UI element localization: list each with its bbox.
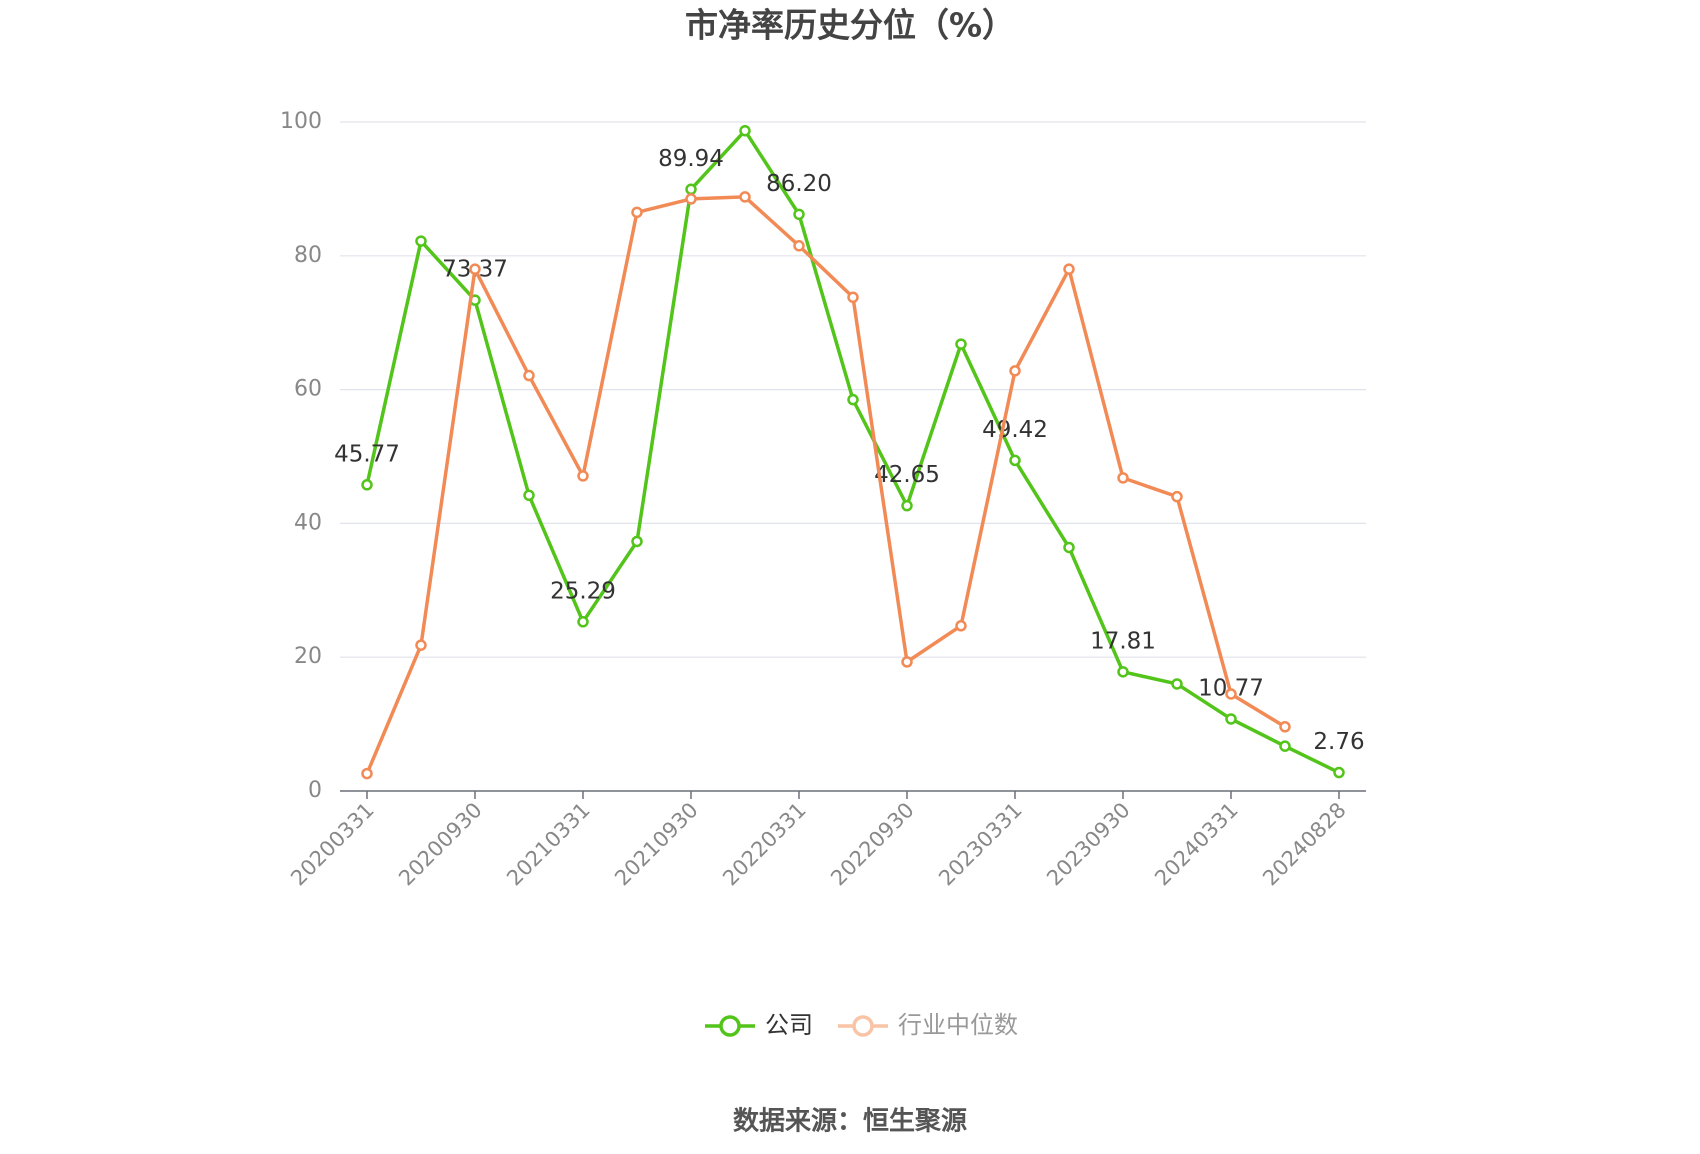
legend-swatch <box>852 1015 874 1037</box>
source-note: 数据来源：恒生聚源 <box>733 1107 967 1137</box>
data-point <box>1279 721 1291 733</box>
data-point <box>901 499 913 512</box>
data-point <box>685 183 697 196</box>
data-point <box>1225 688 1237 700</box>
data-label: 2.76 <box>1313 729 1364 755</box>
data-point <box>577 616 589 628</box>
data-point <box>1009 365 1021 377</box>
data-point <box>1171 490 1183 503</box>
data-point <box>415 235 427 247</box>
x-tick-label: 20200331 <box>286 798 379 891</box>
x-tick-label: 20220930 <box>826 798 919 891</box>
y-tick-label: 40 <box>294 510 322 535</box>
series-line <box>365 195 1286 775</box>
data-point <box>631 206 643 219</box>
data-point <box>685 193 697 205</box>
data-point <box>1279 740 1291 752</box>
data-point <box>847 291 859 304</box>
data-point <box>739 124 751 137</box>
y-tick-label: 0 <box>308 778 322 803</box>
x-tick-label: 20240828 <box>1258 798 1351 891</box>
data-label: 86.20 <box>766 171 832 197</box>
data-label: 17.81 <box>1090 628 1156 654</box>
data-point <box>1225 713 1237 725</box>
data-point <box>793 240 805 252</box>
data-point <box>1171 678 1183 690</box>
data-point <box>1117 666 1129 678</box>
series-line <box>365 128 1340 775</box>
chart-title: 市净率历史分位（%） <box>685 6 1015 45</box>
y-tick-label: 60 <box>294 377 322 402</box>
data-point <box>577 470 589 482</box>
data-point <box>955 338 967 350</box>
data-point <box>1333 766 1345 779</box>
data-label: 25.29 <box>550 578 616 604</box>
data-point <box>523 489 535 502</box>
data-point <box>901 656 913 668</box>
legend-label: 行业中位数 <box>898 1011 1018 1039</box>
x-tick-label: 20220331 <box>718 798 811 891</box>
data-point <box>469 263 481 275</box>
data-point <box>739 191 751 203</box>
y-tick-label: 20 <box>294 644 322 669</box>
data-point <box>1063 263 1075 275</box>
data-point <box>1063 541 1075 554</box>
x-tick-label: 20230930 <box>1042 798 1135 891</box>
legend-label: 公司 <box>765 1011 813 1039</box>
data-point <box>361 479 373 491</box>
y-tick-label: 80 <box>294 243 322 268</box>
legend-swatch <box>719 1015 741 1037</box>
data-label: 89.94 <box>658 146 724 172</box>
y-tick-label: 100 <box>280 109 322 134</box>
data-point <box>793 208 805 221</box>
data-point <box>361 767 373 780</box>
x-tick-label: 20240331 <box>1150 798 1243 891</box>
x-tick-label: 20200930 <box>394 798 487 891</box>
x-tick-label: 20230331 <box>934 798 1027 891</box>
data-label: 42.65 <box>874 462 940 488</box>
data-label: 49.42 <box>982 417 1048 443</box>
data-point <box>847 393 859 406</box>
x-tick-label: 20210331 <box>502 798 595 891</box>
data-point <box>1117 472 1129 484</box>
data-label: 45.77 <box>334 441 400 467</box>
data-point <box>415 639 427 651</box>
x-tick-label: 20210930 <box>610 798 703 891</box>
data-point <box>631 535 643 548</box>
data-point <box>955 620 967 632</box>
data-point <box>523 369 535 382</box>
data-point <box>1009 454 1021 467</box>
